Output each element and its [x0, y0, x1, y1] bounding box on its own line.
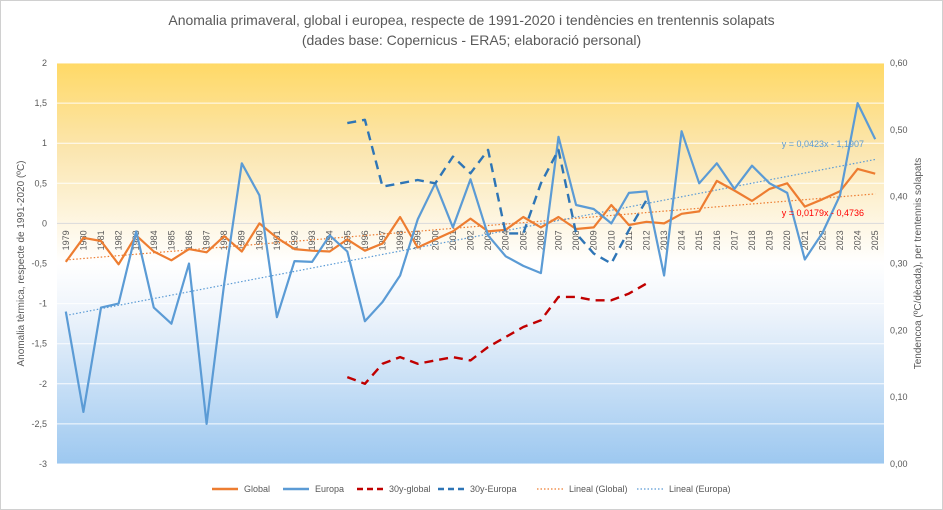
x-tick: 2008 — [571, 230, 581, 250]
x-tick: 2005 — [518, 230, 528, 250]
trendline-lineal-global — [65, 193, 876, 261]
x-tick: 2024 — [853, 230, 863, 250]
x-tick: 2021 — [800, 230, 810, 250]
x-tick: 1990 — [254, 230, 264, 250]
y-tick-right: 0,10 — [890, 392, 908, 402]
y-tick-left: 1 — [42, 138, 47, 148]
y-tick-right: 0,40 — [890, 192, 908, 202]
x-tick: 1999 — [413, 230, 423, 250]
x-tick: 1994 — [325, 230, 335, 250]
y-tick-left: 0,5 — [34, 178, 47, 188]
y-tick-left: 0 — [42, 218, 47, 228]
legend-label: Europa — [315, 484, 344, 494]
x-tick: 2019 — [765, 230, 775, 250]
trend-equation: y = 0,0423x - 1,1907 — [782, 139, 864, 149]
x-tick: 1991 — [272, 230, 282, 250]
y-tick-left: -0,5 — [31, 259, 47, 269]
x-tick: 2022 — [817, 230, 827, 250]
y-axis-label-right: Tendencoa (ºC/dècada), per trentennis so… — [913, 158, 924, 370]
legend-label: 30y-Europa — [470, 484, 517, 494]
x-tick: 1986 — [184, 230, 194, 250]
x-tick: 1987 — [202, 230, 212, 250]
chart-subtitle: (dades base: Copernicus - ERA5; elaborac… — [301, 32, 642, 48]
series-line-30y-global — [346, 282, 648, 385]
x-tick: 2012 — [641, 230, 651, 250]
y-tick-left: -2 — [39, 379, 47, 389]
x-tick: 2013 — [659, 230, 669, 250]
chart-title: Anomalia primaveral, global i europea, r… — [168, 12, 775, 28]
x-tick: 2001 — [448, 230, 458, 250]
x-tick: 1983 — [131, 230, 141, 250]
trend-equation: y = 0,0179x - 0,4736 — [782, 208, 864, 218]
x-tick: 1982 — [114, 230, 124, 250]
y-tick-right: 0,20 — [890, 325, 908, 335]
x-tick: 1988 — [219, 230, 229, 250]
x-tick: 2002 — [466, 230, 476, 250]
y-tick-left: 1,5 — [34, 98, 47, 108]
x-tick: 2004 — [501, 230, 511, 250]
legend-label: Global — [244, 484, 270, 494]
x-tick: 1985 — [166, 230, 176, 250]
y-tick-left: -1 — [39, 299, 47, 309]
x-tick: 1980 — [78, 230, 88, 250]
x-tick: 2023 — [835, 230, 845, 250]
y-tick-left: -3 — [39, 459, 47, 469]
x-tick: 1984 — [149, 230, 159, 250]
y-tick-left: 2 — [42, 58, 47, 68]
legend-label: 30y-global — [389, 484, 431, 494]
x-tick: 1997 — [378, 230, 388, 250]
y-tick-right: 0,60 — [890, 58, 908, 68]
x-tick: 2014 — [677, 230, 687, 250]
series-line-europa — [64, 101, 877, 425]
x-tick: 2011 — [624, 231, 634, 250]
x-tick: 1992 — [290, 230, 300, 250]
x-tick: 2009 — [589, 230, 599, 250]
x-tick: 2025 — [870, 230, 880, 250]
legend-label: Lineal (Global) — [569, 484, 628, 494]
y-tick-right: 0,00 — [890, 459, 908, 469]
y-tick-right: 0,50 — [890, 125, 908, 135]
y-tick-right: 0,30 — [890, 259, 908, 269]
x-tick: 1998 — [395, 230, 405, 250]
x-tick: 1996 — [360, 230, 370, 250]
series-line-global — [64, 167, 876, 266]
y-tick-left: -2,5 — [31, 419, 47, 429]
x-tick: 2006 — [536, 230, 546, 250]
x-tick: 2003 — [483, 230, 493, 250]
y-tick-left: -1,5 — [31, 339, 47, 349]
x-tick: 2017 — [729, 230, 739, 250]
x-tick: 2020 — [782, 230, 792, 250]
x-tick: 2018 — [747, 230, 757, 250]
x-tick: 2015 — [694, 230, 704, 250]
y-axis-label-left: Anomalia tèrmica, respecte de 1991-2020 … — [16, 161, 27, 367]
x-tick: 1989 — [237, 230, 247, 250]
x-tick: 1993 — [307, 230, 317, 250]
x-tick: 2010 — [606, 230, 616, 250]
x-tick: 2007 — [553, 230, 563, 250]
x-tick: 1979 — [61, 230, 71, 250]
legend-label: Lineal (Europa) — [669, 484, 731, 494]
x-tick: 2016 — [712, 230, 722, 250]
trendline-lineal-europa — [65, 158, 876, 317]
